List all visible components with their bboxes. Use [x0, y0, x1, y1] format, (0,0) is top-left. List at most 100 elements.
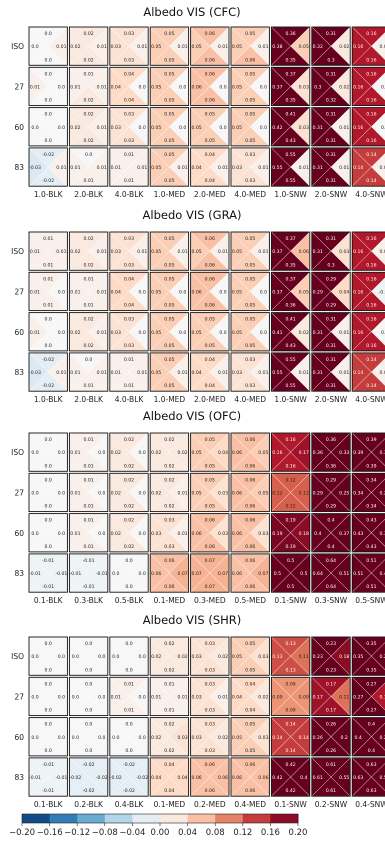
cell-border: [28, 636, 68, 676]
cell-value: 0.05: [151, 44, 161, 50]
heatmap-cell: 0.05 0.05 0.01 0.06: [230, 26, 270, 66]
cell-value: 0.43: [366, 518, 376, 524]
cell-value: 0.51: [366, 584, 376, 590]
cell-value: -0.01: [83, 558, 95, 564]
cell-value: 0.0: [139, 289, 146, 295]
cell-value: 0.36: [285, 303, 295, 309]
cell-border: [230, 66, 270, 107]
cell-value: -0.03: [29, 370, 41, 376]
cell-value: 0.37: [285, 71, 295, 77]
cell-value: 0.03: [218, 490, 228, 496]
cell-value: 0.31: [313, 165, 323, 171]
cell-border: [28, 66, 68, 107]
cell-value: 0.03: [205, 708, 215, 714]
cell-value: 0.3: [327, 57, 334, 63]
cell-value: 0.0: [45, 708, 52, 714]
heatmap-cell: 0.05 0.05 0.04 0.05: [190, 432, 230, 472]
cell-value: 0.01: [218, 249, 228, 255]
cell-value: 0.0: [58, 531, 65, 537]
cell-value: 0.01: [111, 694, 121, 700]
column-label: 0.2-BLK: [74, 800, 104, 809]
heatmap-cell: 0.03 0.03 0.02 0.03: [190, 717, 230, 757]
cell-border: [149, 231, 190, 271]
cell-value: 0.17: [313, 694, 323, 700]
cell-value: 0.06: [205, 31, 215, 37]
column-label: 0.1-BLK: [34, 800, 64, 809]
heatmap-cell: 0.06 0.06 0.03 0.06: [190, 513, 230, 553]
cell-border: [68, 352, 109, 392]
cell-border: [270, 231, 311, 271]
cell-value: 0.01: [137, 249, 147, 255]
cell-value: 0.05: [232, 249, 242, 255]
cell-value: 0.04: [111, 289, 121, 295]
heatmap-cell: 0.0 0.0 0.0 0.0: [68, 636, 109, 676]
colorbar-segment: [22, 814, 51, 823]
heatmap-cell: 0.02 0.02 0.01 0.02: [68, 312, 109, 352]
heatmap-cell: 0.05 0.05 0.01 0.05: [149, 352, 190, 392]
cell-value: 0.01: [379, 249, 385, 255]
cell-value: 0.05: [151, 330, 161, 336]
cell-border: [149, 66, 190, 107]
cell-value: 0.01: [258, 370, 268, 376]
row-label: 60: [14, 529, 24, 538]
cell-border: [68, 717, 109, 757]
cell-border: [270, 676, 311, 717]
cell-value: 0.04: [124, 71, 134, 77]
cell-value: -0.01: [379, 289, 385, 295]
column-label: 0.4-MED: [234, 800, 266, 809]
heatmap-cell: 0.13 0.13 0.11 0.13: [270, 636, 311, 676]
cell-value: 0.0: [139, 330, 146, 336]
heatmap-cell: 0.41 0.41 0.02 0.43: [270, 312, 311, 352]
cell-value: 0.0: [58, 125, 65, 131]
cell-border: [190, 636, 230, 676]
heatmap-cell: 0.03 0.03 0.01 0.03: [230, 352, 270, 392]
cell-value: 0.0: [98, 490, 105, 496]
cell-border: [68, 636, 109, 676]
heatmap-cell: 0.06 0.06 0.05 0.06: [230, 472, 270, 513]
cell-value: 0.0: [85, 667, 92, 673]
heatmap-cell: 0.02 0.02 0.0 0.02: [109, 432, 149, 472]
cell-border: [109, 147, 149, 187]
cell-value: 0.16: [353, 289, 363, 295]
cell-value: 0.29: [326, 477, 336, 483]
column-label: 0.3-BLK: [74, 596, 104, 605]
cell-value: 0.37: [272, 249, 282, 255]
cell-value: -0.01: [69, 571, 81, 577]
cell-value: 0.0: [98, 450, 105, 456]
cell-value: 0.0: [98, 694, 105, 700]
cell-value: 0.36: [285, 31, 295, 37]
cell-value: 0.03: [124, 262, 134, 268]
colorbar-segment: [77, 814, 106, 823]
row-label: 27: [14, 287, 24, 296]
cell-value: 0.16: [285, 437, 295, 443]
cell-value: 0.05: [151, 84, 161, 90]
cell-value: 0.01: [30, 249, 40, 255]
cell-border: [190, 352, 230, 392]
cell-value: 0.17: [326, 708, 336, 714]
cell-value: 0.05: [245, 343, 255, 349]
cell-value: 0.05: [232, 330, 242, 336]
cell-value: 0.01: [83, 303, 93, 309]
cell-value: 0.05: [164, 98, 174, 104]
column-label: 2.0-BLK: [74, 395, 104, 404]
column-label: 0.1-MED: [154, 596, 186, 605]
cell-value: 0.03: [245, 357, 255, 363]
cell-value: 0.0: [45, 112, 52, 118]
cell-value: 0.04: [245, 708, 255, 714]
cell-value: 0.09: [285, 708, 295, 714]
cell-value: 0.01: [137, 370, 147, 376]
cell-value: 0.34: [379, 450, 385, 456]
heatmap-cell: 0.0 0.0 0.0 0.0: [68, 676, 109, 717]
cell-value: 0.06: [218, 775, 228, 781]
cell-value: 0.0: [139, 125, 146, 131]
cell-border: [28, 472, 68, 513]
row-label: ISO: [11, 448, 24, 457]
cell-value: 0.55: [272, 370, 282, 376]
heatmap-cell: 0.04 0.04 0.01 0.04: [190, 352, 230, 392]
cell-border: [190, 271, 230, 312]
cell-value: 0.06: [205, 544, 215, 550]
column-label: 0.1-BLK: [34, 596, 64, 605]
cell-value: 0.0: [58, 330, 65, 336]
cell-value: 0.02: [124, 518, 134, 524]
row-label: 27: [14, 692, 24, 701]
